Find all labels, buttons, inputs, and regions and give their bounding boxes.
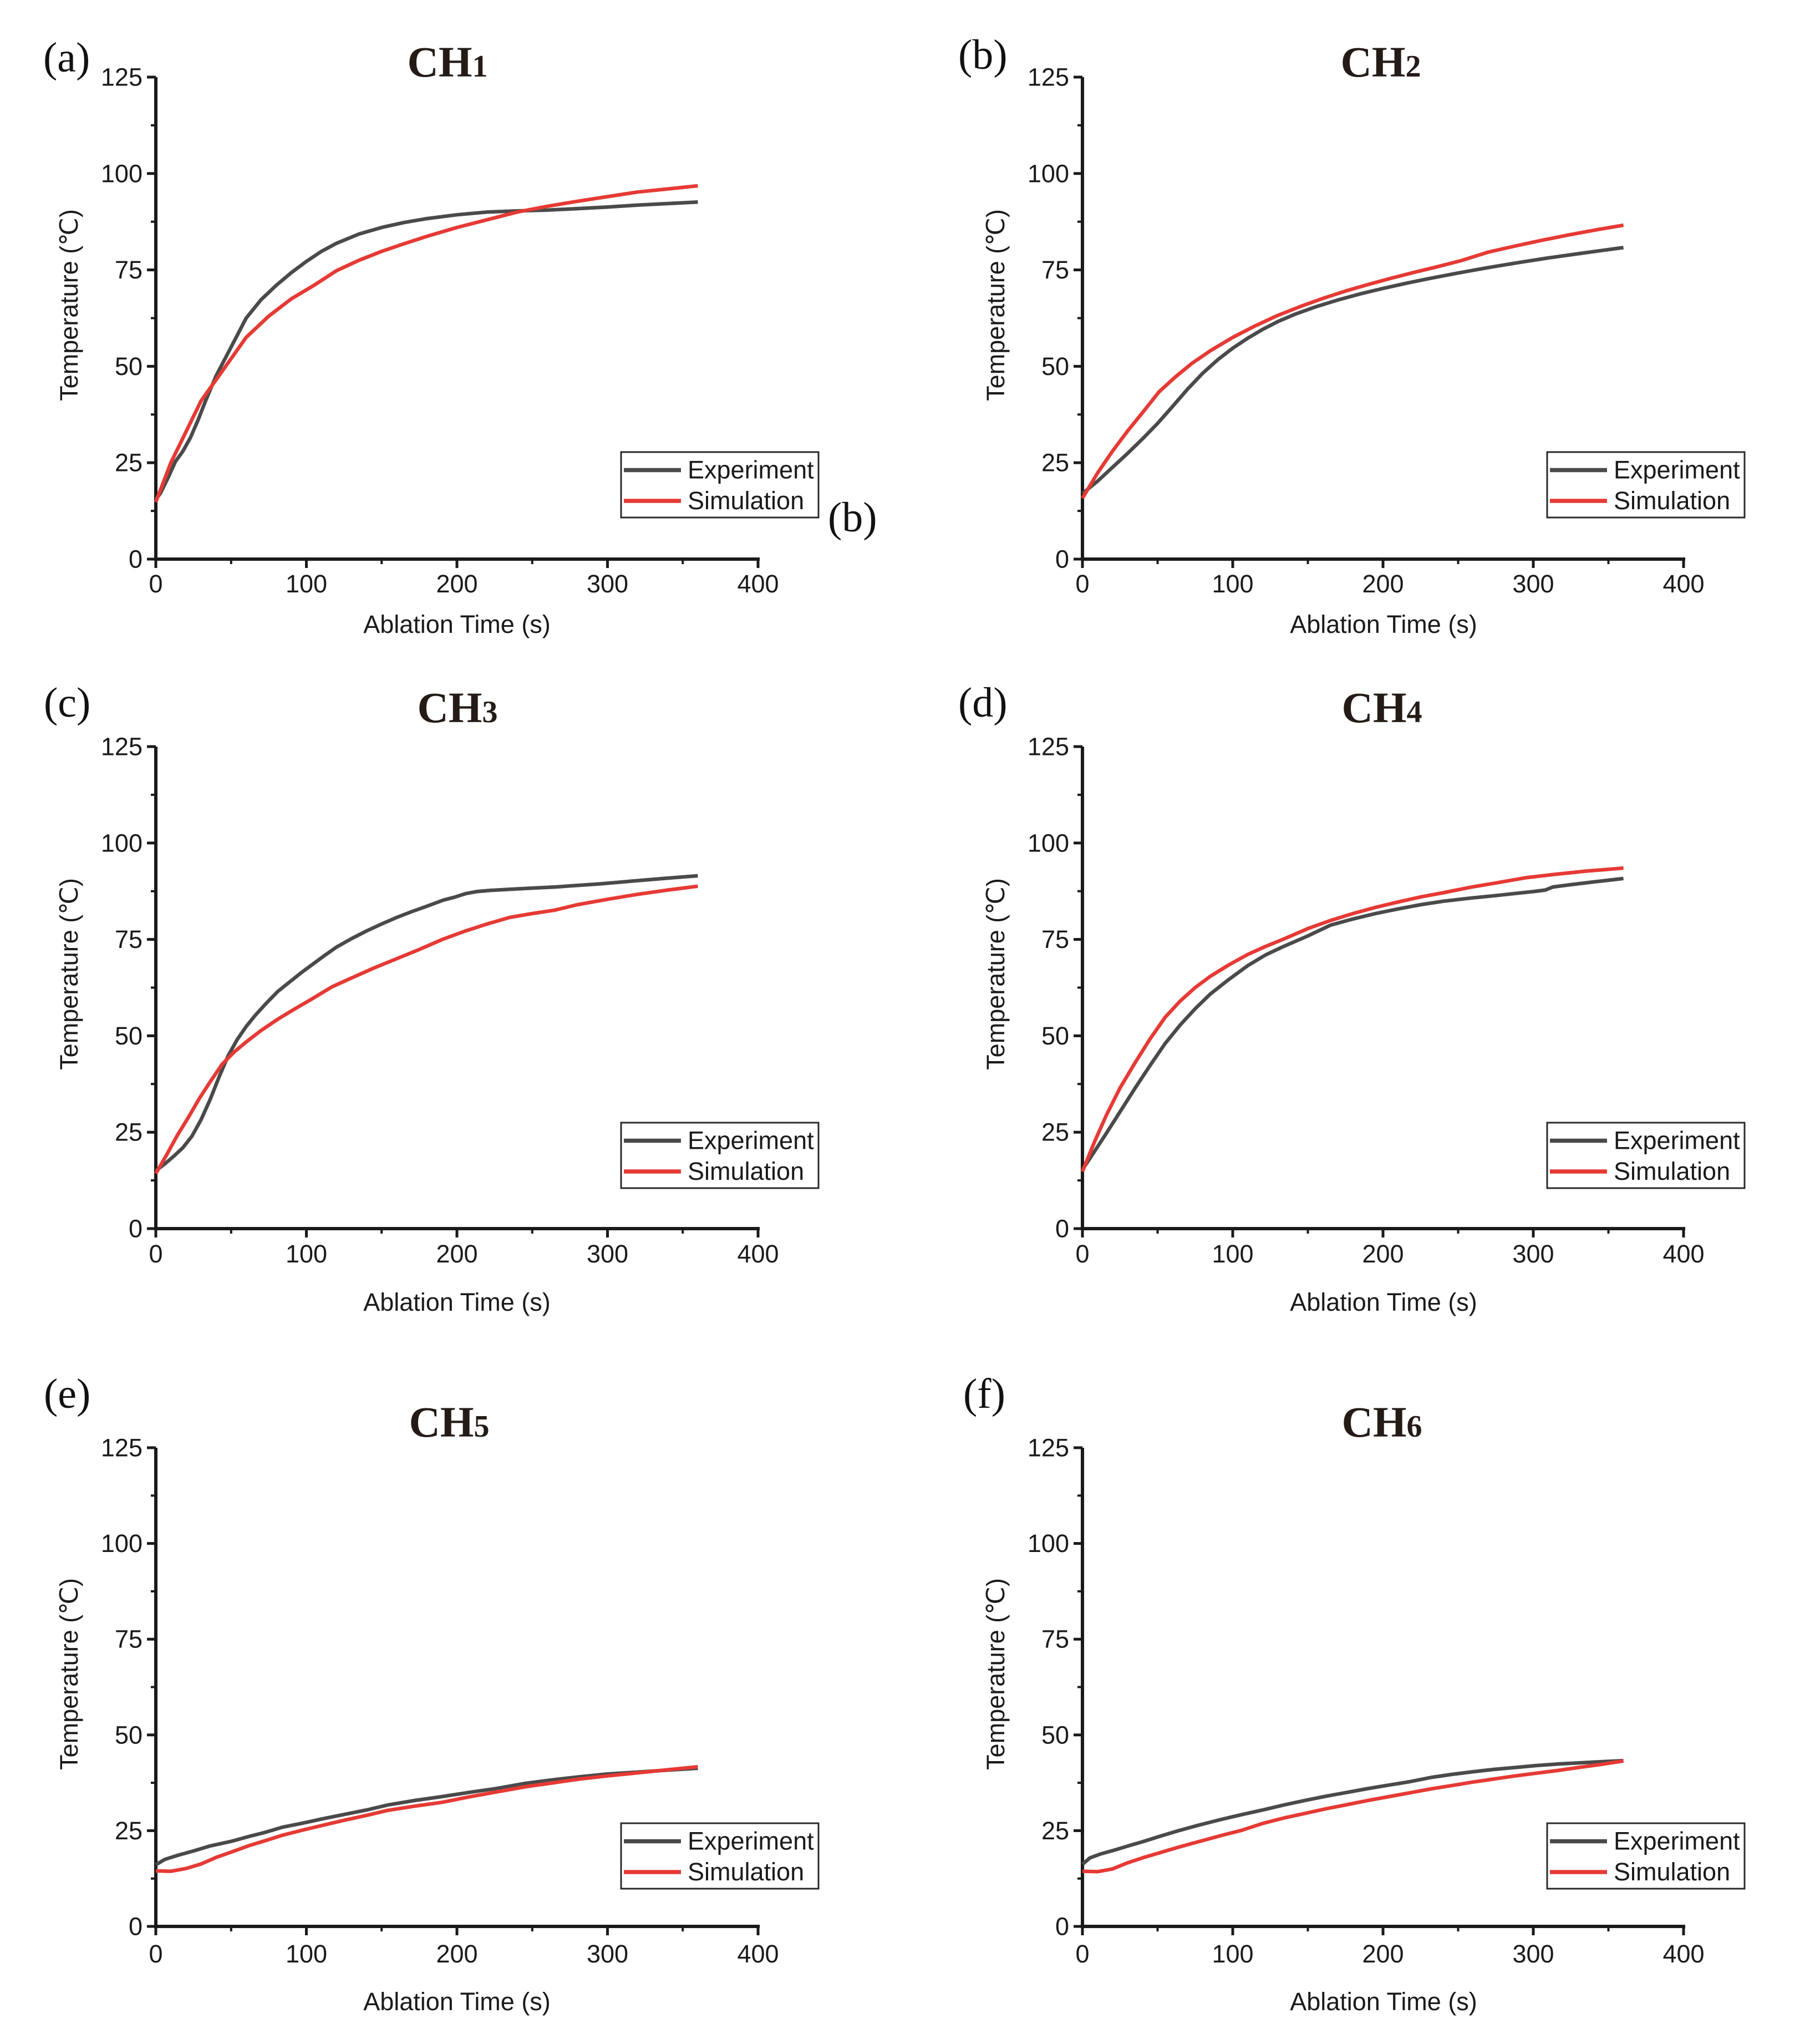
svg-text:300: 300 [587,1240,628,1268]
svg-text:Simulation: Simulation [688,486,804,515]
svg-text:Ablation Time (s): Ablation Time (s) [1290,610,1477,638]
svg-text:300: 300 [587,570,628,598]
svg-text:Simulation: Simulation [1614,1858,1730,1886]
svg-text:75: 75 [115,1625,143,1654]
svg-text:125: 125 [101,63,143,92]
svg-text:0: 0 [129,1913,143,1941]
svg-text:200: 200 [436,1240,477,1268]
svg-text:0: 0 [1055,1215,1069,1243]
svg-text:Ablation Time (s): Ablation Time (s) [1290,1288,1477,1316]
svg-text:(c): (c) [44,679,90,726]
svg-text:Experiment: Experiment [1614,456,1740,484]
svg-text:25: 25 [1041,1817,1069,1845]
svg-text:Ablation Time (s): Ablation Time (s) [363,1288,551,1316]
svg-text:125: 125 [1028,733,1069,761]
svg-text:100: 100 [1212,1240,1253,1268]
svg-text:(f): (f) [963,1371,1005,1417]
svg-text:Temperature (℃): Temperature (℃) [982,209,1010,401]
svg-text:0: 0 [129,1215,143,1243]
svg-text:100: 100 [286,1940,327,1968]
svg-text:100: 100 [286,570,327,598]
svg-text:0: 0 [149,1240,162,1268]
svg-text:Simulation: Simulation [688,1157,804,1185]
svg-text:50: 50 [115,1721,143,1749]
svg-text:200: 200 [436,1940,477,1968]
svg-text:50: 50 [1041,1022,1069,1050]
svg-text:400: 400 [1662,1240,1704,1268]
svg-text:75: 75 [1041,1625,1069,1654]
svg-text:CH4: CH4 [1342,683,1422,732]
svg-text:0: 0 [1055,1913,1069,1941]
svg-text:Simulation: Simulation [688,1858,804,1886]
svg-text:300: 300 [1512,1940,1554,1968]
svg-text:400: 400 [1662,570,1704,598]
svg-text:75: 75 [115,925,143,953]
svg-text:100: 100 [1028,829,1069,857]
svg-text:100: 100 [101,829,143,857]
svg-text:100: 100 [1212,1940,1253,1968]
svg-text:100: 100 [1028,1529,1069,1558]
svg-text:0: 0 [1075,570,1089,598]
svg-text:75: 75 [1041,256,1069,284]
svg-text:200: 200 [1362,1240,1404,1268]
svg-text:Simulation: Simulation [1614,1157,1730,1185]
svg-text:200: 200 [1362,570,1404,598]
svg-text:25: 25 [115,449,143,477]
svg-text:50: 50 [1041,1721,1069,1749]
svg-text:Temperature (℃): Temperature (℃) [982,1578,1010,1770]
svg-text:(e): (e) [44,1371,90,1417]
svg-text:50: 50 [115,1022,143,1050]
svg-text:0: 0 [149,570,162,598]
svg-text:Ablation Time (s): Ablation Time (s) [1290,1987,1477,2016]
svg-text:100: 100 [101,159,143,187]
svg-text:300: 300 [1512,570,1554,598]
svg-text:Temperature (℃): Temperature (℃) [55,878,83,1070]
svg-text:Simulation: Simulation [1614,486,1730,515]
svg-text:25: 25 [115,1118,143,1147]
svg-text:0: 0 [129,545,143,574]
svg-text:75: 75 [1041,925,1069,953]
svg-text:100: 100 [1212,570,1253,598]
svg-text:(a): (a) [43,34,90,81]
svg-text:400: 400 [737,570,779,598]
svg-text:125: 125 [101,1434,143,1462]
svg-text:Experiment: Experiment [688,456,814,484]
svg-text:200: 200 [1362,1940,1404,1968]
svg-text:75: 75 [115,256,143,284]
svg-text:300: 300 [587,1940,628,1968]
svg-text:50: 50 [115,352,143,381]
svg-text:Experiment: Experiment [688,1827,814,1855]
svg-text:100: 100 [1028,159,1069,187]
svg-text:Ablation Time (s): Ablation Time (s) [363,610,551,638]
svg-text:Experiment: Experiment [1614,1827,1740,1855]
svg-text:(b): (b) [958,32,1008,78]
svg-text:Temperature (℃): Temperature (℃) [55,1578,83,1770]
svg-text:(d): (d) [958,679,1008,726]
svg-text:300: 300 [1512,1240,1554,1268]
svg-text:125: 125 [101,733,143,761]
svg-text:200: 200 [436,570,477,598]
svg-text:50: 50 [1041,352,1069,381]
svg-text:0: 0 [1075,1940,1089,1968]
svg-text:100: 100 [101,1529,143,1558]
svg-text:400: 400 [737,1940,779,1968]
svg-text:125: 125 [1028,1434,1069,1462]
svg-text:0: 0 [1075,1240,1089,1268]
svg-text:0: 0 [1055,545,1069,574]
svg-text:Experiment: Experiment [1614,1127,1740,1155]
svg-text:400: 400 [1662,1940,1704,1968]
svg-text:25: 25 [1041,1118,1069,1147]
svg-text:Experiment: Experiment [688,1127,814,1155]
svg-text:0: 0 [149,1940,162,1968]
svg-text:Temperature (℃): Temperature (℃) [55,209,83,401]
svg-text:(b): (b) [828,494,877,541]
svg-text:100: 100 [286,1240,327,1268]
svg-text:125: 125 [1028,63,1069,92]
svg-text:25: 25 [1041,449,1069,477]
svg-text:25: 25 [115,1817,143,1845]
svg-text:Ablation Time (s): Ablation Time (s) [363,1987,551,2016]
svg-text:400: 400 [737,1240,779,1268]
svg-text:Temperature (℃): Temperature (℃) [982,878,1010,1070]
